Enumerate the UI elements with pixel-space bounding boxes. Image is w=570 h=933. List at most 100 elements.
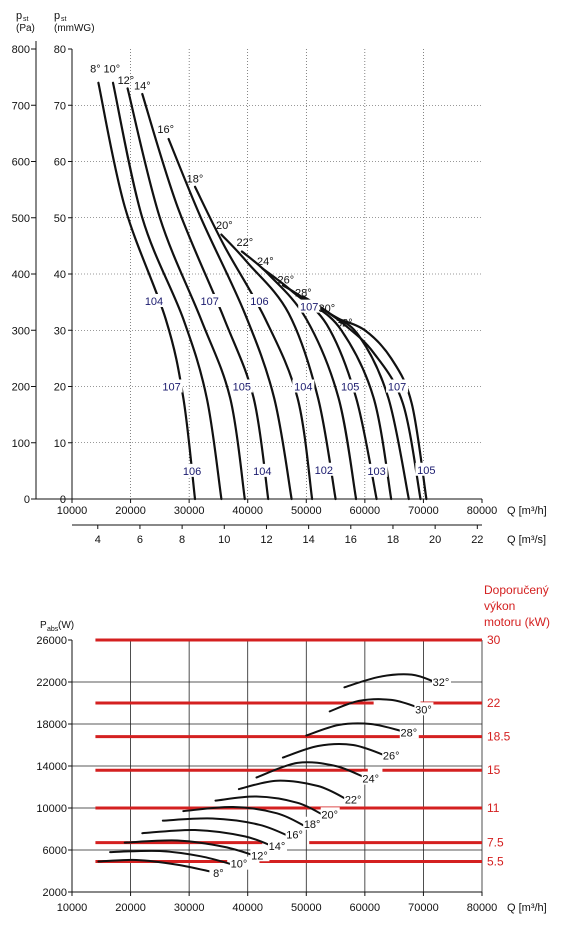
power-tick-labels: 2000 6000 10000 14000 18000 22000 26000 bbox=[36, 635, 72, 899]
noise-label: 102 bbox=[315, 465, 333, 477]
pa-tick-labels: 0 100 200 300 400 500 600 700 800 bbox=[12, 44, 36, 506]
blade-angle-label: 8° bbox=[90, 64, 101, 76]
noise-label: 105 bbox=[341, 382, 359, 394]
motor-label: 7.5 bbox=[487, 836, 504, 850]
power-flow-tick-label: 70000 bbox=[408, 902, 439, 914]
noise-label: 107 bbox=[388, 382, 406, 394]
power-angle-label: 30° bbox=[415, 704, 432, 716]
mm-axis-title-sub: st bbox=[61, 16, 67, 23]
power-angle-label: 24° bbox=[362, 774, 379, 786]
flow-m3s-tick-label: 16 bbox=[345, 534, 357, 546]
pa-tick-label: 300 bbox=[12, 325, 30, 337]
flow-m3s-tick-label: 20 bbox=[429, 534, 441, 546]
flow-m3s-tick-label: 18 bbox=[387, 534, 399, 546]
power-angle-label-bg bbox=[432, 675, 451, 688]
pa-axis-title-sub: st bbox=[23, 16, 29, 23]
blade-angle-label: 24° bbox=[257, 256, 274, 268]
noise-label-bg bbox=[365, 463, 388, 477]
power-chart: P abs (W) Doporučený výkon motoru (kW) 2… bbox=[36, 583, 550, 914]
motor-title-line2: výkon bbox=[484, 599, 515, 613]
noise-label-bg bbox=[181, 463, 204, 477]
pressure-curve-32deg bbox=[337, 317, 428, 501]
blade-angle-label: 14° bbox=[134, 81, 151, 93]
noise-label: 104 bbox=[294, 382, 312, 394]
power-angle-label: 18° bbox=[304, 819, 321, 831]
power-flow-tick-label: 60000 bbox=[350, 902, 381, 914]
pa-axis-title-unit: (Pa) bbox=[16, 23, 35, 34]
power-tick-label: 2000 bbox=[43, 887, 67, 899]
flow-tick-label: 60000 bbox=[350, 505, 381, 517]
noise-label: 106 bbox=[183, 466, 201, 478]
noise-label-bg bbox=[248, 294, 271, 307]
pressure-curve-14deg bbox=[141, 92, 270, 501]
flow-m3s-axis-title: Q [m³/s] bbox=[507, 534, 546, 546]
mm-axis-title-main: p bbox=[54, 10, 60, 22]
noise-label: 103 bbox=[367, 466, 385, 478]
flow-m3s-tick-labels: 4 6 8 10 12 14 16 18 20 22 bbox=[95, 525, 483, 546]
pa-tick-label: 200 bbox=[12, 382, 30, 394]
mm-tick-label: 0 bbox=[60, 494, 66, 506]
noise-label: 104 bbox=[253, 466, 271, 478]
pressure-grid bbox=[35, 41, 482, 526]
power-angle-label: 10° bbox=[231, 859, 248, 871]
pressure-curve-16deg bbox=[167, 137, 293, 501]
power-angle-label: 14° bbox=[269, 841, 286, 853]
blade-angle-label: 28° bbox=[295, 288, 312, 300]
power-curve-20deg bbox=[214, 795, 325, 817]
noise-label-bg bbox=[198, 294, 221, 307]
blade-angle-label: 26° bbox=[277, 275, 294, 287]
noise-label-bg bbox=[298, 299, 321, 313]
power-curve-26deg bbox=[281, 743, 387, 759]
power-angle-label: 8° bbox=[213, 868, 224, 880]
power-angle-label-bg bbox=[268, 838, 287, 852]
mm-tick-labels: 0 10 20 30 40 50 60 70 80 bbox=[54, 44, 72, 506]
power-tick-label: 6000 bbox=[43, 845, 67, 857]
flow-m3s-tick-label: 14 bbox=[303, 534, 315, 546]
pressure-curve-12deg bbox=[126, 87, 246, 501]
pa-tick-label: 0 bbox=[24, 494, 30, 506]
pressure-curve-8deg bbox=[97, 81, 197, 501]
pa-tick-label: 600 bbox=[12, 157, 30, 169]
mm-tick-label: 80 bbox=[54, 44, 66, 56]
noise-label-bg bbox=[292, 379, 315, 393]
power-angle-label-bg bbox=[250, 848, 270, 862]
power-flow-tick-label: 10000 bbox=[57, 902, 88, 914]
flow-m3s-tick-label: 4 bbox=[95, 534, 101, 546]
power-angle-label: 32° bbox=[433, 677, 450, 689]
mm-tick-label: 30 bbox=[54, 325, 66, 337]
mm-tick-label: 70 bbox=[54, 100, 66, 112]
power-angle-label: 12° bbox=[251, 850, 268, 862]
power-tick-label: 22000 bbox=[36, 677, 67, 689]
blade-angle-label: 32° bbox=[336, 317, 353, 329]
power-curve-14deg bbox=[141, 828, 276, 848]
power-angle-labels: 8° 10°12°14°16°18°20° 22°24° 26°28° 30° 32° bbox=[209, 675, 451, 880]
motor-label: 5.5 bbox=[487, 855, 504, 869]
flow-tick-label: 30000 bbox=[174, 505, 205, 517]
power-flow-tick-label: 30000 bbox=[174, 902, 205, 914]
flow-m3s-tick-label: 8 bbox=[179, 534, 185, 546]
noise-label: 107 bbox=[200, 296, 218, 308]
noise-label-bg bbox=[415, 462, 438, 476]
noise-label: 107 bbox=[162, 382, 180, 394]
motor-label: 30 bbox=[487, 633, 501, 647]
flow-tick-label: 80000 bbox=[467, 505, 498, 517]
power-curve-18deg bbox=[182, 805, 308, 828]
motor-title-line1: Doporučený bbox=[484, 583, 549, 597]
pressure-curve-20deg bbox=[220, 233, 337, 501]
blade-angle-label: 22° bbox=[236, 237, 253, 249]
motor-title-line3: motoru (kW) bbox=[484, 615, 550, 629]
power-angle-label-bg bbox=[399, 725, 419, 739]
power-curve-30deg bbox=[328, 698, 419, 713]
power-flow-tick-label: 50000 bbox=[291, 902, 322, 914]
power-axis-title-main: P bbox=[40, 620, 47, 631]
motor-label: 18.5 bbox=[487, 730, 511, 744]
power-angle-label: 22° bbox=[345, 795, 362, 807]
mm-tick-label: 40 bbox=[54, 269, 66, 281]
noise-label-bg bbox=[230, 379, 253, 393]
motor-power-lines: 30 22 18.5 15 11 7.5 5.5 bbox=[95, 633, 511, 869]
power-tick-label: 18000 bbox=[36, 719, 67, 731]
blade-angle-label: 16° bbox=[157, 124, 174, 136]
power-tick-label: 26000 bbox=[36, 635, 67, 647]
mm-tick-label: 60 bbox=[54, 157, 66, 169]
